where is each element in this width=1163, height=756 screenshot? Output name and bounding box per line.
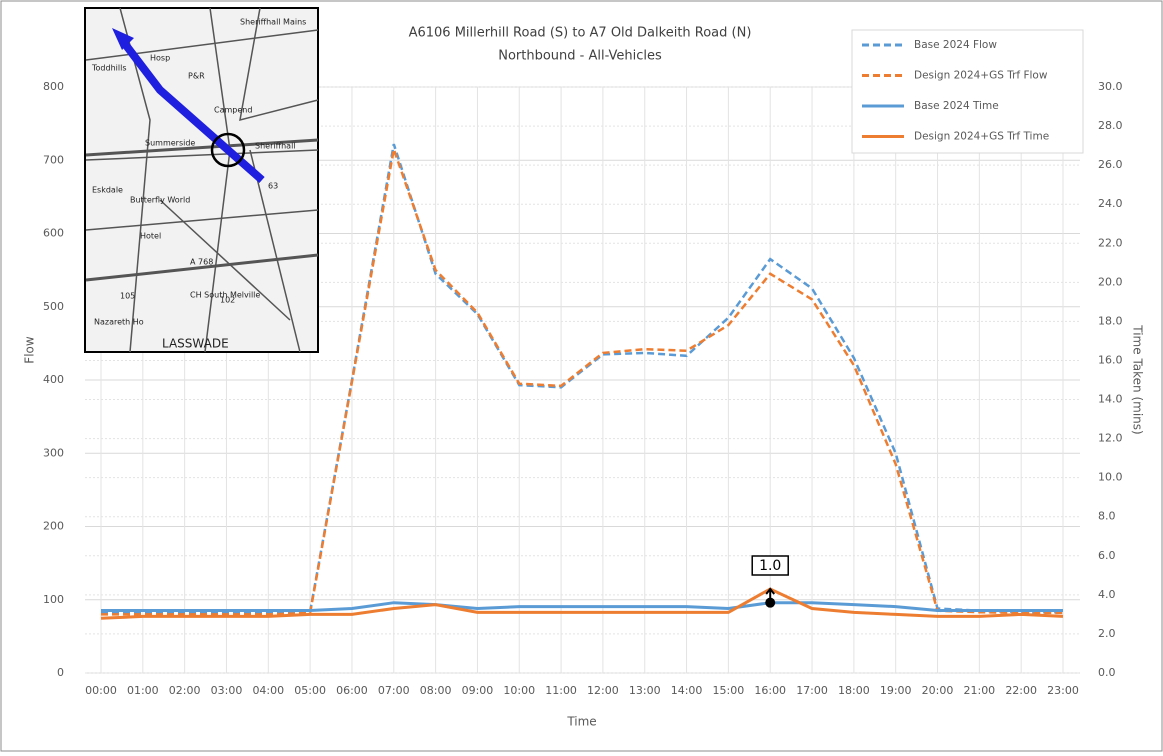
- map-label: Toddhills: [91, 64, 126, 73]
- x-tick-label: 06:00: [336, 684, 368, 697]
- y-tick-label: 700: [43, 153, 64, 166]
- chart: A6106 Millerhill Road (S) to A7 Old Dalk…: [0, 0, 1163, 752]
- x-tick-label: 03:00: [211, 684, 243, 697]
- y2-tick-label: 4.0: [1098, 588, 1116, 601]
- map-label: Hotel: [140, 232, 161, 241]
- y-tick-label: 500: [43, 300, 64, 313]
- x-tick-label: 18:00: [838, 684, 870, 697]
- legend-label: Base 2024 Time: [914, 100, 999, 112]
- map-label: Sheriffhall: [255, 142, 296, 151]
- map-label: 105: [120, 292, 135, 301]
- x-tick-label: 19:00: [880, 684, 912, 697]
- legend-label: Base 2024 Flow: [914, 39, 997, 51]
- y-tick-label: 100: [43, 593, 64, 606]
- x-tick-label: 23:00: [1047, 684, 1079, 697]
- map-label: 102: [220, 296, 235, 305]
- map-label: A 768: [190, 258, 213, 267]
- map-label: Campend: [214, 106, 252, 115]
- map-label: Sheriffhall Mains: [240, 18, 306, 27]
- y2-tick-label: 8.0: [1098, 510, 1116, 523]
- y2-tick-label: 18.0: [1098, 314, 1123, 327]
- y2-tick-label: 24.0: [1098, 197, 1123, 210]
- map-label: Hosp: [150, 54, 170, 63]
- y2-tick-label: 22.0: [1098, 236, 1123, 249]
- x-tick-label: 12:00: [587, 684, 619, 697]
- y2-tick-label: 28.0: [1098, 119, 1123, 132]
- x-tick-label: 00:00: [85, 684, 117, 697]
- y2-tick-label: 12.0: [1098, 432, 1123, 445]
- x-tick-label: 05:00: [294, 684, 326, 697]
- y-tick-label: 200: [43, 520, 64, 533]
- legend-label: Design 2024+GS Trf Flow: [914, 70, 1048, 82]
- y-tick-label: 0: [57, 666, 64, 679]
- x-axis-label: Time: [566, 715, 596, 729]
- y2-tick-label: 30.0: [1098, 80, 1123, 93]
- y-tick-label: 400: [43, 373, 64, 386]
- x-tick-label: 08:00: [420, 684, 452, 697]
- inset-map: Toddhills Hosp P&R Sheriffhall Mains Campend…: [85, 8, 318, 352]
- y-tick-label: 800: [43, 80, 64, 93]
- x-tick-label: 07:00: [378, 684, 410, 697]
- chart-title: A6106 Millerhill Road (S) to A7 Old Dalk…: [409, 26, 752, 41]
- annotation-dot: [765, 598, 775, 608]
- y2-tick-label: 0.0: [1098, 666, 1116, 679]
- legend-label: Design 2024+GS Trf Time: [914, 131, 1049, 143]
- map-label: Nazareth Ho: [94, 318, 144, 327]
- x-tick-label: 04:00: [252, 684, 284, 697]
- y-tick-label: 600: [43, 227, 64, 240]
- x-tick-label: 14:00: [671, 684, 703, 697]
- y2-tick-label: 16.0: [1098, 353, 1123, 366]
- y-tick-label: 300: [43, 446, 64, 459]
- y2-tick-label: 20.0: [1098, 275, 1123, 288]
- y2-tick-label: 14.0: [1098, 393, 1123, 406]
- x-tick-label: 01:00: [127, 684, 159, 697]
- x-tick-label: 11:00: [545, 684, 577, 697]
- legend: Base 2024 Flow Design 2024+GS Trf Flow Bas…: [852, 30, 1083, 153]
- x-tick-label: 10:00: [503, 684, 535, 697]
- x-tick-label: 09:00: [462, 684, 494, 697]
- y2-tick-label: 2.0: [1098, 627, 1116, 640]
- x-tick-label: 15:00: [713, 684, 745, 697]
- annotation-label: 1.0: [759, 558, 781, 574]
- x-tick-label: 22:00: [1005, 684, 1037, 697]
- map-label: LASSWADE: [162, 337, 229, 351]
- x-tick-label: 17:00: [796, 684, 828, 697]
- map-label: P&R: [188, 72, 205, 81]
- x-tick-label: 02:00: [169, 684, 201, 697]
- y2-tick-label: 6.0: [1098, 549, 1116, 562]
- chart-subtitle: Northbound - All-Vehicles: [498, 49, 662, 64]
- map-label: Eskdale: [92, 186, 123, 195]
- y2-axis-label: Time Taken (mins): [1131, 324, 1145, 434]
- x-tick-label: 16:00: [754, 684, 786, 697]
- y2-tick-label: 10.0: [1098, 471, 1123, 484]
- map-label: Summerside: [145, 139, 195, 148]
- x-tick-label: 13:00: [629, 684, 661, 697]
- y2-tick-label: 26.0: [1098, 158, 1123, 171]
- y-axis-label: Flow: [23, 336, 37, 364]
- map-label: Butterfly World: [130, 196, 190, 205]
- x-tick-label: 21:00: [963, 684, 995, 697]
- map-label: 63: [268, 182, 278, 191]
- x-tick-label: 20:00: [922, 684, 954, 697]
